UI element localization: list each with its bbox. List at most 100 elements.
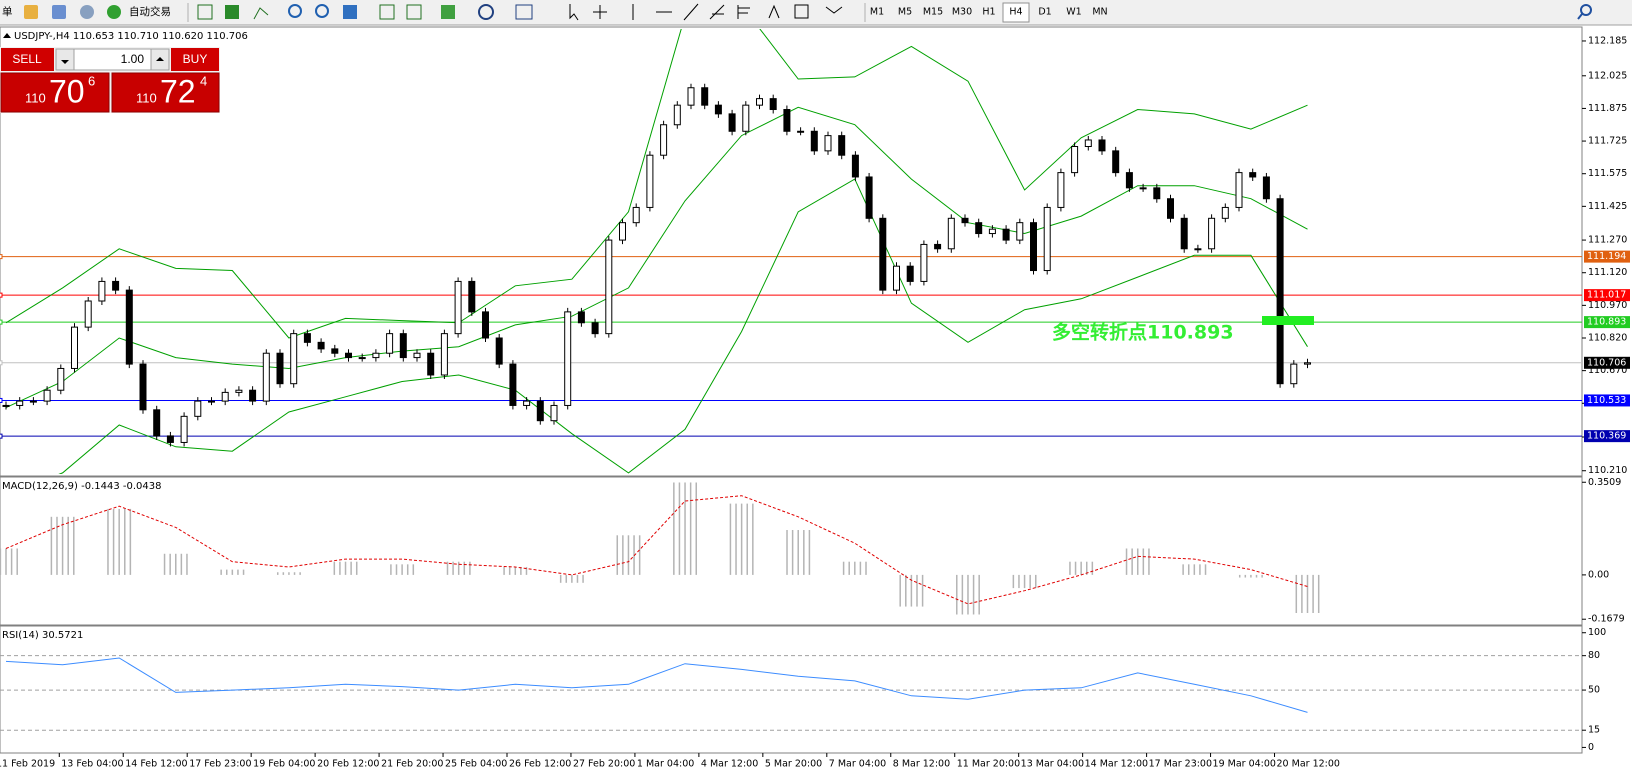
sell-price-box[interactable] xyxy=(0,72,110,113)
candle-body xyxy=(399,333,407,359)
candle-body xyxy=(1167,198,1174,219)
macd-bar xyxy=(175,553,177,575)
candle-body xyxy=(358,357,366,360)
candle-body xyxy=(303,333,311,343)
candle-body xyxy=(235,389,243,393)
icon[interactable] xyxy=(406,4,422,20)
timeframe-button[interactable]: M15 xyxy=(923,7,943,18)
buy-label[interactable]: BUY xyxy=(183,52,208,66)
icon[interactable] xyxy=(569,4,579,21)
arrow xyxy=(156,57,164,61)
icon[interactable] xyxy=(52,5,66,19)
icon[interactable] xyxy=(379,4,395,20)
candle-body xyxy=(947,217,955,250)
timeframe-button[interactable]: H4 xyxy=(1009,7,1022,18)
candle-body xyxy=(84,300,92,328)
candle-body xyxy=(495,337,503,365)
icon[interactable] xyxy=(478,4,494,20)
macd-bar xyxy=(1306,574,1309,613)
level-handle xyxy=(0,254,3,260)
y-tick-label: 112.185 xyxy=(1588,35,1627,46)
candle-body xyxy=(605,239,613,335)
icon[interactable] xyxy=(794,4,809,19)
macd-bar xyxy=(1312,574,1314,613)
level-label-box xyxy=(1584,250,1630,263)
macd-bar xyxy=(73,516,75,575)
x-tick-label: 1 Mar 04:00 xyxy=(637,759,694,770)
macd-bar xyxy=(282,572,285,575)
macd-bar xyxy=(1295,574,1298,613)
candle-body xyxy=(906,265,914,282)
icon[interactable] xyxy=(593,5,607,19)
icon[interactable] xyxy=(80,5,94,19)
icon[interactable] xyxy=(288,4,302,18)
rsi-line xyxy=(5,657,1308,713)
collapse-arrow[interactable] xyxy=(3,33,11,38)
timeframe-button[interactable]: H1 xyxy=(982,7,995,18)
search-icon[interactable] xyxy=(1577,13,1583,20)
auto-trade-label[interactable]: 自动交易 xyxy=(129,5,171,18)
macd-bar xyxy=(1244,574,1247,578)
macd-bar xyxy=(791,530,794,575)
macd-bar xyxy=(740,503,743,575)
macd-bar xyxy=(622,535,624,575)
icon[interactable] xyxy=(24,5,38,19)
candle-body xyxy=(16,400,24,406)
icon[interactable] xyxy=(683,3,699,21)
timeframe-button[interactable]: M5 xyxy=(898,7,912,18)
toolbar-icons xyxy=(24,3,1592,22)
icon[interactable] xyxy=(253,7,269,20)
icon[interactable] xyxy=(825,6,843,14)
level-handle xyxy=(0,433,3,439)
candle-body xyxy=(810,130,818,152)
timeframe-button[interactable]: D1 xyxy=(1038,7,1051,18)
level-handle xyxy=(0,292,3,298)
macd-bar xyxy=(514,566,517,575)
icon[interactable] xyxy=(441,5,455,19)
buy-price-box[interactable] xyxy=(111,72,220,113)
x-tick-label: 13 Feb 04:00 xyxy=(61,759,123,770)
y-tick-label: 111.270 xyxy=(1588,235,1627,246)
macd-bar xyxy=(124,508,126,575)
macd-bar xyxy=(1199,564,1201,575)
macd-bar xyxy=(220,569,222,575)
icon[interactable] xyxy=(343,5,357,19)
macd-bar xyxy=(921,574,924,607)
icon[interactable] xyxy=(709,4,725,20)
candle-body xyxy=(386,333,394,354)
candle-body xyxy=(262,352,270,402)
icon[interactable] xyxy=(768,4,780,19)
macd-bar xyxy=(1193,564,1196,575)
timeframe-button[interactable]: W1 xyxy=(1066,7,1081,18)
rsi-plot xyxy=(0,655,1582,731)
macd-bar xyxy=(854,561,856,575)
macd-bar xyxy=(956,574,958,615)
macd-bar xyxy=(797,530,799,575)
lot-value[interactable]: 1.00 xyxy=(121,52,145,66)
icon[interactable] xyxy=(315,4,329,18)
icon[interactable] xyxy=(107,5,121,19)
candle-body xyxy=(1153,187,1161,200)
candle-body xyxy=(756,98,763,106)
candle-body xyxy=(564,311,572,406)
icon[interactable] xyxy=(225,5,239,19)
icon[interactable] xyxy=(197,4,213,20)
sell-button[interactable] xyxy=(1,48,54,71)
timeframe-button[interactable]: M30 xyxy=(952,7,972,18)
lot-decrease[interactable] xyxy=(55,48,75,71)
sell-label[interactable]: SELL xyxy=(12,52,42,66)
candle-body xyxy=(591,322,599,335)
icon[interactable] xyxy=(737,5,750,19)
candle-body xyxy=(701,87,709,106)
candle-body xyxy=(1235,172,1243,208)
icon[interactable] xyxy=(515,4,533,20)
y-tick-label: 0 xyxy=(1588,742,1594,753)
timeframe-button[interactable]: M1 xyxy=(870,7,884,18)
timeframe-button[interactable]: MN xyxy=(1092,7,1107,18)
buy-button[interactable] xyxy=(171,48,219,71)
menu-label[interactable]: 单 xyxy=(2,6,13,18)
macd-bar xyxy=(735,503,737,575)
search-icon[interactable] xyxy=(1580,4,1592,16)
macd-bar xyxy=(344,561,347,575)
